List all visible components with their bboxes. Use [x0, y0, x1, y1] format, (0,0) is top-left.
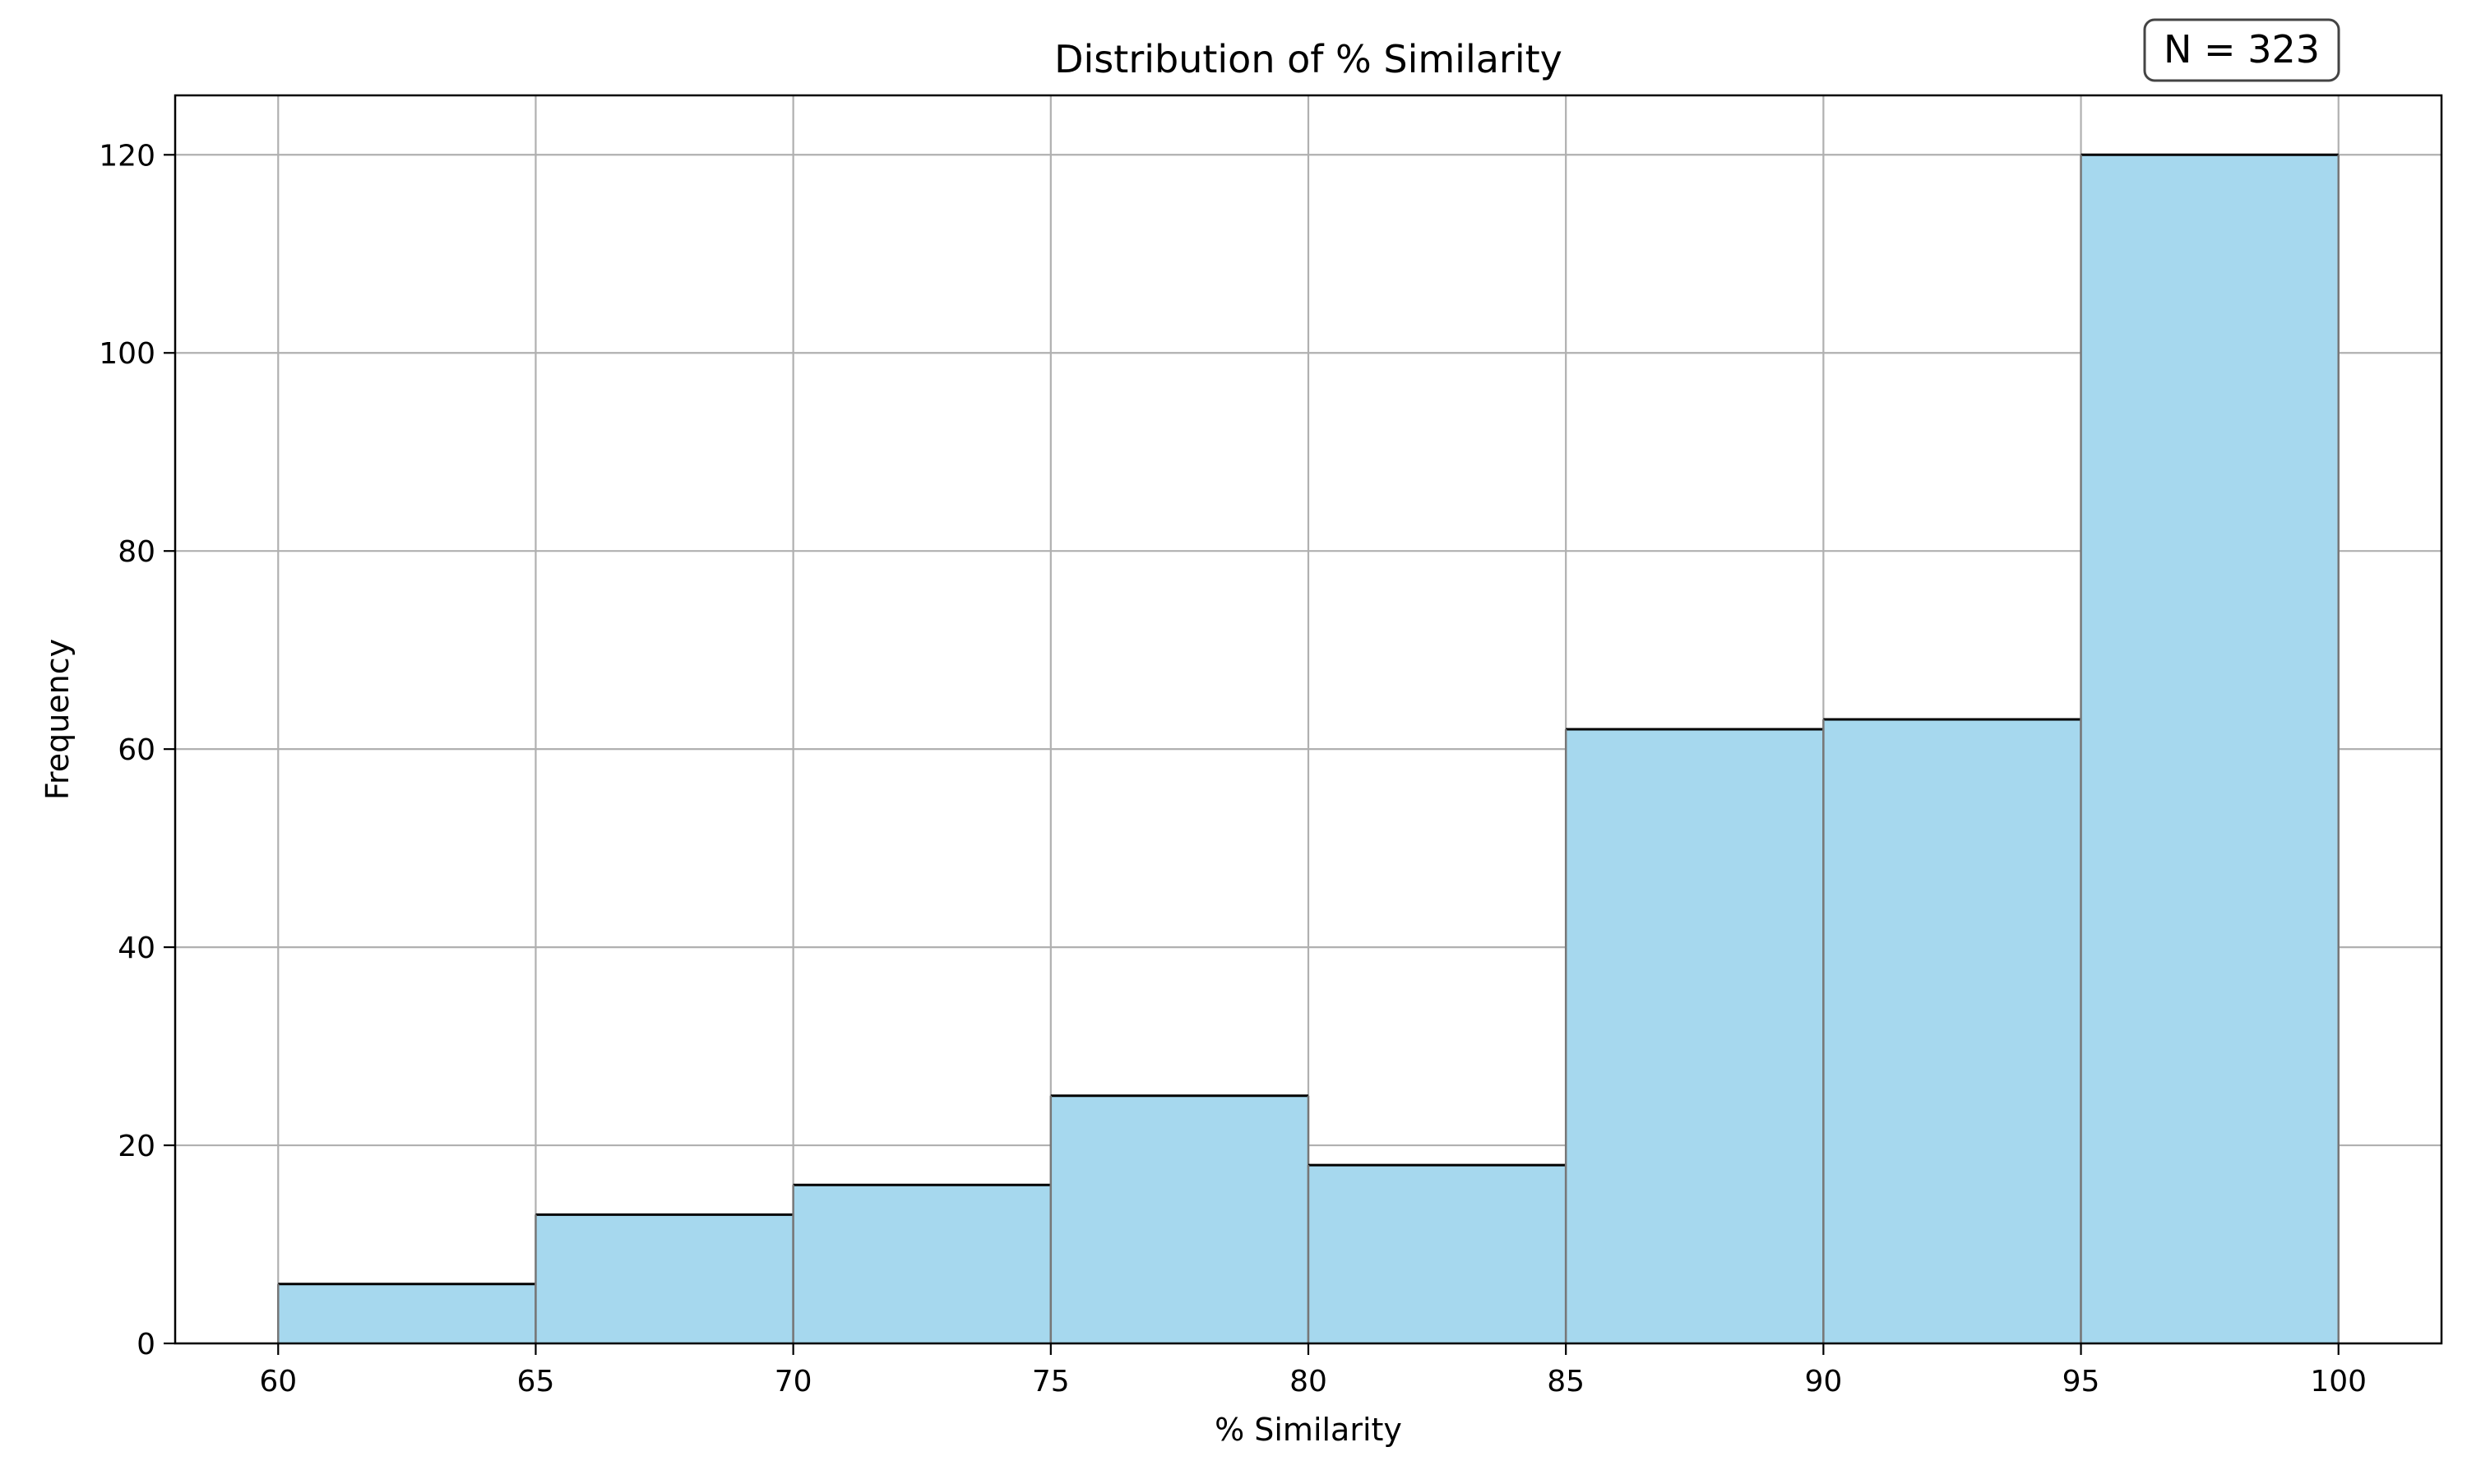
y-tick-label: 60 — [118, 733, 155, 767]
y-tick-label: 80 — [118, 535, 155, 569]
x-tick-label: 60 — [259, 1365, 297, 1398]
x-tick-label: 65 — [517, 1365, 555, 1398]
ticks-layer: 60 65 70 75 80 85 90 95 100 0 20 40 60 80 100 120 — [99, 139, 2367, 1398]
x-tick-label: 100 — [2310, 1365, 2367, 1398]
histogram-bar — [278, 1283, 536, 1343]
x-tick-label: 85 — [1547, 1365, 1585, 1398]
histogram-bar — [535, 1214, 794, 1343]
y-tick-label: 40 — [118, 932, 155, 965]
x-tick-label: 90 — [1804, 1365, 1842, 1398]
histogram-bar — [793, 1185, 1051, 1343]
x-tick-label: 75 — [1032, 1365, 1070, 1398]
histogram-bar — [1308, 1165, 1567, 1343]
bars-layer — [277, 153, 2340, 1343]
histogram-bar — [2081, 155, 2339, 1343]
y-tick-label: 0 — [137, 1328, 155, 1361]
histogram-bar — [1050, 1095, 1308, 1343]
annotation-box — [2143, 18, 2340, 82]
histogram-bar — [1566, 729, 1824, 1343]
x-tick-label: 80 — [1289, 1365, 1327, 1398]
y-tick-label: 120 — [99, 139, 155, 173]
y-tick-label: 100 — [99, 337, 155, 371]
x-axis-label: % Similarity — [1215, 1412, 1402, 1448]
sample-size-annotation: N = 323 — [2143, 18, 2340, 82]
histogram-bar — [1823, 719, 2081, 1343]
chart-title: Distribution of % Similarity — [1054, 37, 1562, 81]
x-tick-label: 95 — [2062, 1365, 2100, 1398]
y-tick-label: 20 — [118, 1130, 155, 1163]
y-axis-label: Frequency — [39, 639, 76, 800]
x-tick-label: 70 — [775, 1365, 812, 1398]
annotation-text: N = 323 — [2164, 27, 2320, 72]
